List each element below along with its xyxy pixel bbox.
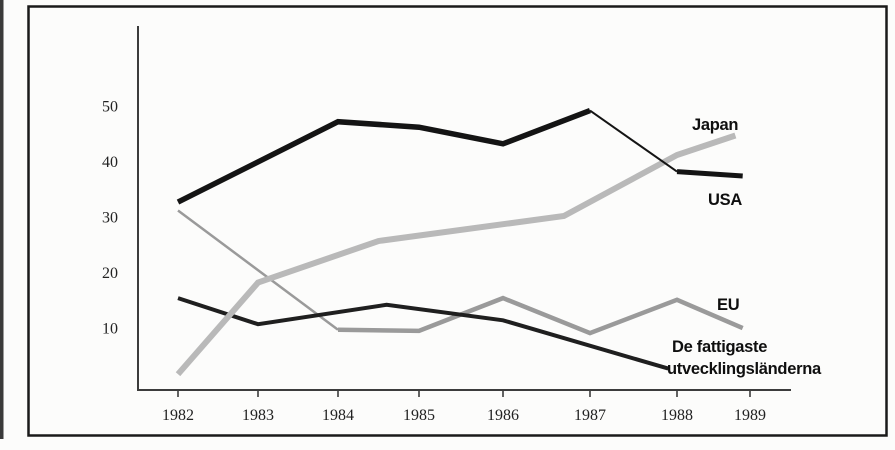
- series-line-japan: [175, 132, 737, 377]
- y-tick-label-50: 50: [102, 99, 118, 116]
- x-tick-label-1989: 1989: [734, 407, 766, 424]
- scan-edge-artifact: [0, 0, 4, 439]
- series-line-eu-seg1: [177, 209, 339, 331]
- series-label-japan: Japan: [692, 116, 738, 134]
- x-tick-label-1987: 1987: [574, 407, 606, 424]
- series-label-eu: EU: [717, 296, 739, 314]
- x-tick-label-1986: 1986: [487, 407, 519, 424]
- chart-frame: [27, 5, 888, 437]
- x-tick-label-1983: 1983: [242, 407, 274, 424]
- series-label-poorest-line2: utvecklingsländerna: [667, 360, 822, 378]
- series-line-usa-seg3: [676, 169, 743, 179]
- x-tick-label-1985: 1985: [403, 407, 435, 424]
- y-tick-label-20: 20: [102, 265, 118, 282]
- series-line-eu-seg2: [337, 295, 744, 336]
- series-line-usa-seg2: [589, 109, 678, 173]
- y-tick-label-40: 40: [102, 154, 118, 171]
- y-tick-label-30: 30: [102, 210, 118, 227]
- series-label-poorest-line1: De fattigaste: [672, 338, 767, 356]
- series-label-usa: USA: [708, 191, 742, 209]
- x-tick-label-1982: 1982: [162, 407, 194, 424]
- y-tick-label-10: 10: [102, 321, 118, 338]
- x-tick-label-1984: 1984: [322, 407, 354, 424]
- series-line-usa-seg1: [176, 108, 591, 205]
- x-tick-label-1988: 1988: [661, 407, 693, 424]
